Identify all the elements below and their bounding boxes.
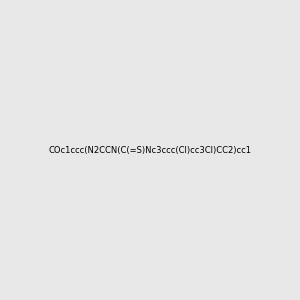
Text: COc1ccc(N2CCN(C(=S)Nc3ccc(Cl)cc3Cl)CC2)cc1: COc1ccc(N2CCN(C(=S)Nc3ccc(Cl)cc3Cl)CC2)c…	[49, 146, 251, 154]
